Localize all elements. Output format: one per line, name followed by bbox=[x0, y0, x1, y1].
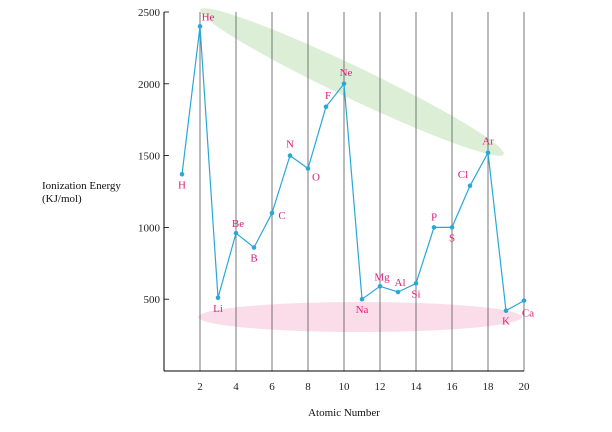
upper-highlight-band bbox=[200, 8, 504, 156]
point-Si bbox=[413, 281, 419, 286]
point-label-Mg: Mg bbox=[374, 271, 390, 283]
point-label-Ar: Ar bbox=[482, 136, 494, 148]
point-B bbox=[251, 245, 257, 250]
point-label-Ne: Ne bbox=[340, 67, 353, 79]
x-axis-title: Atomic Number bbox=[308, 407, 380, 419]
x-tick-label: 20 bbox=[519, 381, 531, 393]
point-label-H: H bbox=[178, 179, 186, 191]
point-Ne bbox=[341, 81, 347, 87]
point-label-S: S bbox=[449, 232, 455, 244]
tick-labels: 500 1000 1500 2000 2500 2 4 6 8 10 12 14 16 18 20 bbox=[138, 7, 530, 393]
y-tick-label: 500 bbox=[144, 294, 161, 306]
point-H bbox=[179, 171, 185, 177]
point-label-O: O bbox=[312, 172, 320, 184]
x-tick-label: 10 bbox=[339, 381, 351, 393]
point-label-Na: Na bbox=[356, 304, 369, 316]
point-Ar bbox=[485, 150, 491, 156]
x-tick-label: 6 bbox=[269, 381, 275, 393]
point-label-P: P bbox=[431, 211, 437, 223]
point-label-Si: Si bbox=[411, 288, 420, 300]
point-label-C: C bbox=[278, 210, 285, 222]
point-label-Be: Be bbox=[232, 218, 244, 230]
y-tick-label: 2000 bbox=[138, 79, 161, 91]
axes bbox=[163, 11, 524, 372]
y-tick-label: 1500 bbox=[138, 151, 161, 163]
point-C bbox=[269, 210, 275, 216]
series bbox=[179, 24, 527, 313]
x-tick-label: 8 bbox=[305, 381, 311, 393]
grid-lines bbox=[199, 12, 525, 371]
y-tick-label: 1000 bbox=[138, 222, 161, 234]
point-Mg bbox=[377, 283, 383, 289]
y-axis-title-line-1: Ionization Energy bbox=[42, 180, 121, 192]
y-tick-label: 2500 bbox=[138, 7, 161, 19]
point-label-F: F bbox=[325, 90, 331, 102]
point-label-Al: Al bbox=[395, 277, 406, 289]
y-axis-title-line-2: (KJ/mol) bbox=[42, 193, 82, 205]
x-tick-label: 12 bbox=[375, 381, 386, 393]
point-K bbox=[503, 308, 509, 313]
point-Be bbox=[233, 230, 239, 236]
x-tick-label: 14 bbox=[411, 381, 423, 393]
point-label-K: K bbox=[502, 316, 510, 328]
point-He bbox=[197, 24, 203, 29]
point-labels: H He Li Be B C N O F Ne Na Mg Al Si PS Cl Ar K Ca bbox=[178, 11, 534, 327]
point-Ca bbox=[521, 298, 527, 303]
x-tick-label: 4 bbox=[233, 381, 239, 393]
point-label-Cl: Cl bbox=[458, 169, 468, 181]
point-S bbox=[449, 225, 455, 230]
point-label-Ca: Ca bbox=[522, 308, 534, 320]
point-O bbox=[305, 166, 311, 171]
point-F bbox=[323, 104, 329, 110]
x-tick-label: 18 bbox=[483, 381, 495, 393]
point-Li bbox=[215, 295, 221, 301]
lower-highlight-band bbox=[198, 302, 522, 332]
point-Na bbox=[359, 296, 365, 302]
x-tick-label: 16 bbox=[447, 381, 459, 393]
point-Al bbox=[395, 289, 401, 295]
point-label-He: He bbox=[202, 11, 215, 23]
highlight-bands bbox=[198, 8, 522, 332]
x-tick-label: 2 bbox=[197, 381, 203, 393]
point-label-Li: Li bbox=[213, 303, 223, 315]
series-line bbox=[181, 26, 525, 312]
point-N bbox=[287, 153, 293, 158]
point-label-B: B bbox=[250, 253, 257, 265]
point-Cl bbox=[467, 183, 473, 189]
point-label-N: N bbox=[286, 139, 294, 151]
point-P bbox=[431, 225, 437, 230]
